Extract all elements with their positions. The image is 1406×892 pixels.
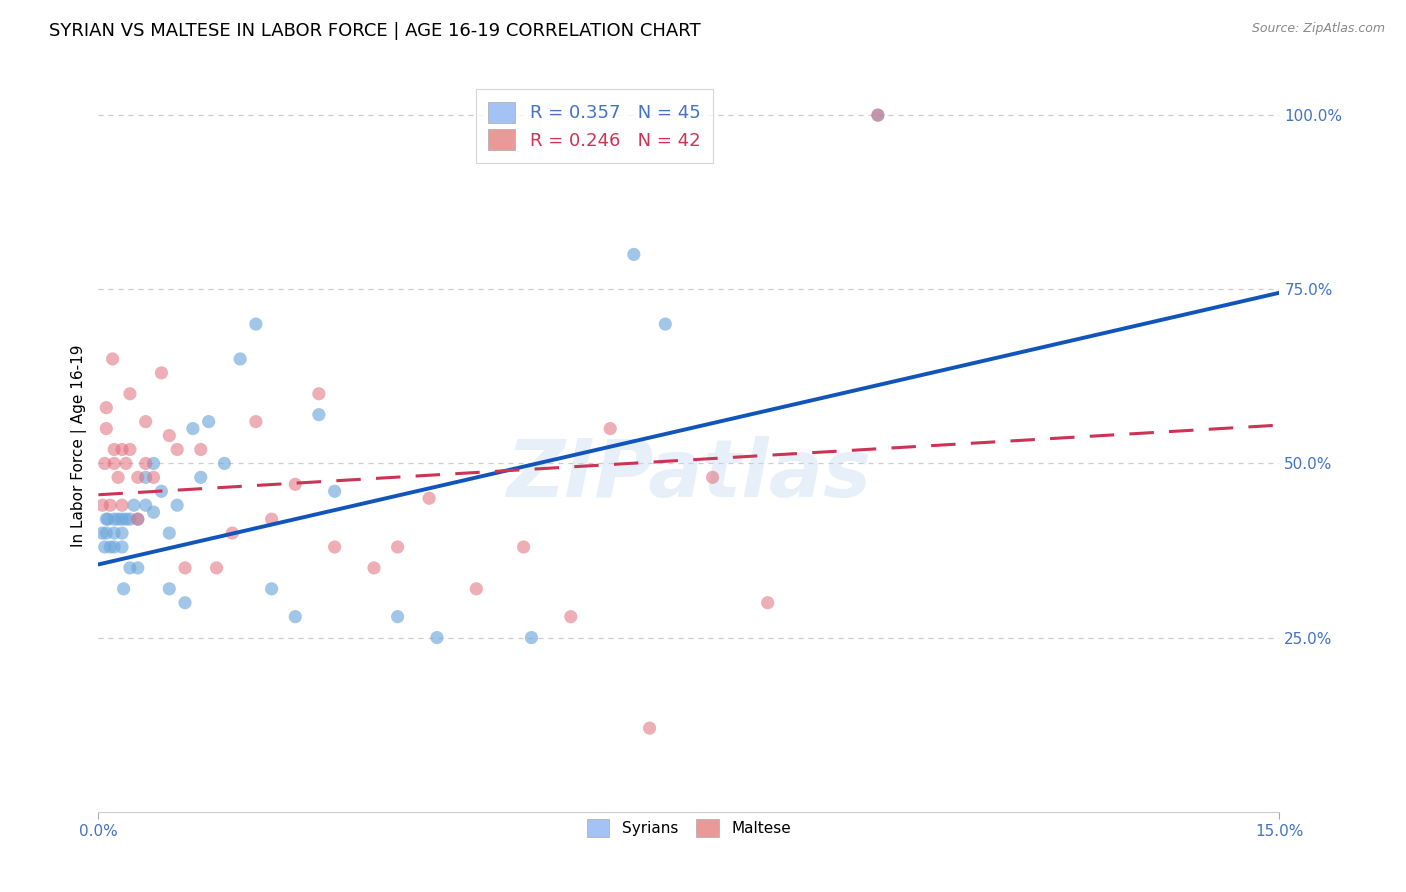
Point — [93, 457, 115, 471]
Point — [150, 484, 173, 499]
Point — [157, 428, 180, 442]
Point — [103, 512, 125, 526]
Point — [150, 366, 173, 380]
Text: Source: ZipAtlas.com: Source: ZipAtlas.com — [1251, 22, 1385, 36]
Point — [308, 386, 330, 401]
Point — [111, 526, 134, 541]
Point — [260, 582, 283, 596]
Point — [142, 470, 165, 484]
Point — [98, 498, 121, 512]
Point — [465, 582, 488, 596]
Point — [166, 498, 188, 512]
Point — [426, 631, 449, 645]
Point — [245, 415, 267, 429]
Text: SYRIAN VS MALTESE IN LABOR FORCE | AGE 16-19 CORRELATION CHART: SYRIAN VS MALTESE IN LABOR FORCE | AGE 1… — [49, 22, 700, 40]
Point — [98, 540, 121, 554]
Point — [115, 512, 138, 526]
Point — [260, 512, 283, 526]
Point — [135, 457, 157, 471]
Point — [323, 540, 346, 554]
Point — [135, 498, 157, 512]
Point — [118, 561, 141, 575]
Point — [638, 721, 661, 735]
Legend: Syrians, Maltese: Syrians, Maltese — [579, 812, 799, 845]
Point — [96, 421, 118, 435]
Point — [96, 401, 118, 415]
Point — [127, 512, 149, 526]
Point — [103, 526, 125, 541]
Point — [245, 317, 267, 331]
Point — [323, 484, 346, 499]
Point — [101, 351, 124, 366]
Point — [174, 596, 197, 610]
Point — [387, 540, 409, 554]
Point — [157, 582, 180, 596]
Point — [756, 596, 779, 610]
Point — [96, 526, 118, 541]
Point — [103, 457, 125, 471]
Point — [103, 442, 125, 457]
Point — [135, 415, 157, 429]
Point — [363, 561, 385, 575]
Point — [560, 609, 582, 624]
Point — [91, 526, 114, 541]
Point — [190, 470, 212, 484]
Point — [205, 561, 228, 575]
Point — [157, 526, 180, 541]
Point — [308, 408, 330, 422]
Point — [111, 442, 134, 457]
Point — [127, 470, 149, 484]
Point — [599, 421, 621, 435]
Point — [135, 470, 157, 484]
Point — [866, 108, 889, 122]
Point — [418, 491, 440, 506]
Point — [221, 526, 243, 541]
Point — [107, 470, 129, 484]
Point — [142, 505, 165, 519]
Point — [284, 609, 307, 624]
Point — [654, 317, 676, 331]
Point — [229, 351, 252, 366]
Point — [174, 561, 197, 575]
Point — [387, 609, 409, 624]
Point — [97, 512, 120, 526]
Point — [115, 457, 138, 471]
Point — [702, 470, 724, 484]
Point — [214, 457, 236, 471]
Y-axis label: In Labor Force | Age 16-19: In Labor Force | Age 16-19 — [72, 344, 87, 548]
Point — [118, 386, 141, 401]
Point — [623, 247, 645, 261]
Point — [96, 512, 118, 526]
Point — [118, 512, 141, 526]
Point — [197, 415, 219, 429]
Point — [111, 498, 134, 512]
Point — [166, 442, 188, 457]
Point — [103, 540, 125, 554]
Point — [91, 498, 114, 512]
Point — [127, 512, 149, 526]
Point — [112, 582, 135, 596]
Point — [107, 512, 129, 526]
Point — [93, 540, 115, 554]
Point — [118, 442, 141, 457]
Point — [284, 477, 307, 491]
Point — [190, 442, 212, 457]
Point — [520, 631, 543, 645]
Point — [122, 498, 145, 512]
Point — [512, 540, 534, 554]
Text: ZIPatlas: ZIPatlas — [506, 436, 872, 515]
Point — [181, 421, 204, 435]
Point — [111, 512, 134, 526]
Point — [142, 457, 165, 471]
Point — [866, 108, 889, 122]
Point — [127, 561, 149, 575]
Point — [111, 540, 134, 554]
